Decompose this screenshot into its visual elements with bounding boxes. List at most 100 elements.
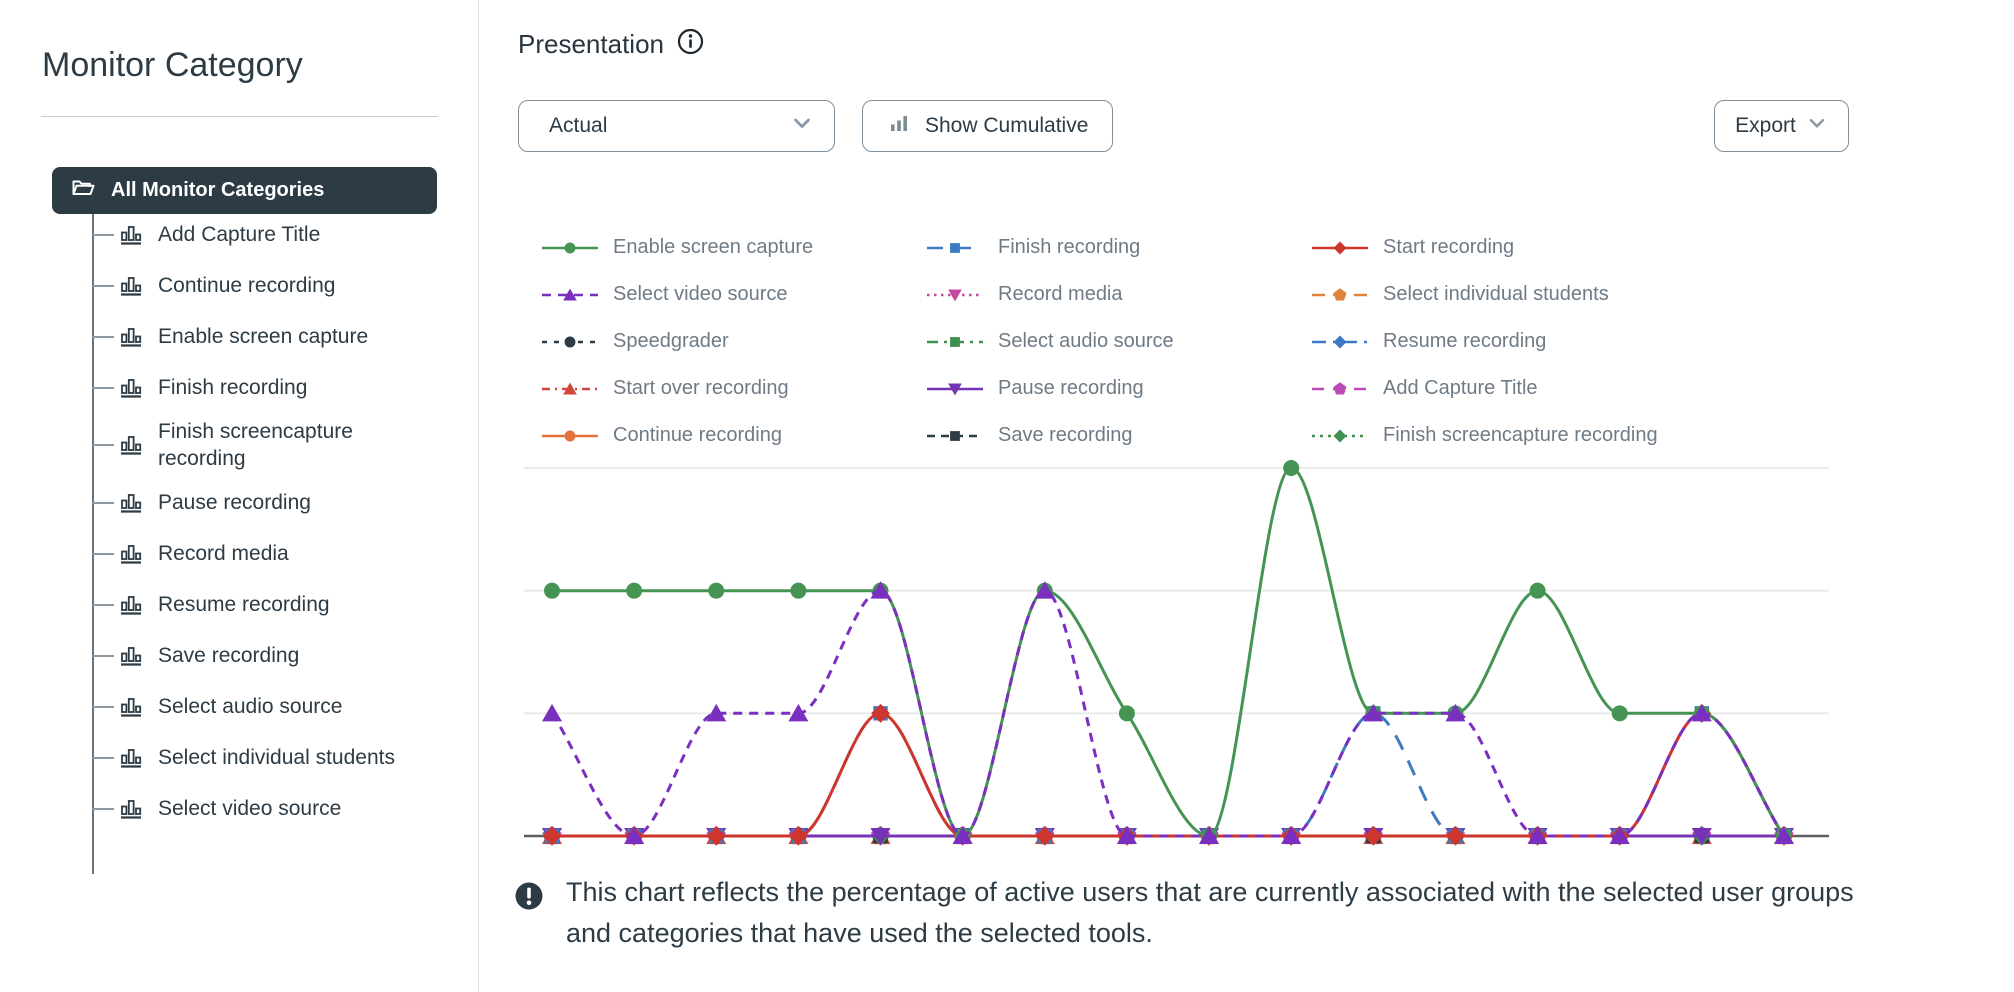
bar-chart-icon xyxy=(121,595,142,615)
category-label: Select audio source xyxy=(158,695,343,718)
bar-chart-icon xyxy=(887,111,911,141)
sidebar-title: Monitor Category xyxy=(42,46,303,84)
category-label: Add Capture Title xyxy=(158,223,321,246)
usage-line-chart xyxy=(479,440,2014,870)
category-label: Pause recording xyxy=(158,491,311,514)
legend-marker-square-icon xyxy=(927,336,983,347)
main-content: Presentation Actual Show Cumulative xyxy=(478,0,2014,992)
legend-marker-diamond-icon xyxy=(1312,241,1368,254)
bar-chart-icon xyxy=(121,225,142,245)
sidebar-item-enable-screen-capture[interactable]: Enable screen capture xyxy=(92,316,438,357)
legend-marker-triangle-up-icon xyxy=(542,288,598,300)
note-text: This chart reflects the percentage of ac… xyxy=(566,877,1854,948)
legend-label: Select individual students xyxy=(1383,283,1609,305)
show-cumulative-label: Show Cumulative xyxy=(925,114,1089,137)
sidebar-item-finish-screencapture-recording[interactable]: Finish screencapture recording xyxy=(92,418,438,472)
legend-marker-circle-icon xyxy=(542,336,598,347)
sidebar-item-all-monitor-categories[interactable]: All Monitor Categories xyxy=(52,167,437,214)
category-tree: Add Capture Title Continue recording Ena… xyxy=(92,214,438,874)
legend-item-continue-recording[interactable]: Continue recording xyxy=(541,412,926,459)
bar-chart-icon xyxy=(121,646,142,666)
monitor-category-panel: Monitor Category All Monitor Categories … xyxy=(0,0,478,992)
legend-item-select-individual-students[interactable]: Select individual students xyxy=(1311,271,1658,318)
legend-marker-triangle-up-icon xyxy=(542,382,598,394)
legend-item-start-recording[interactable]: Start recording xyxy=(1311,224,1658,271)
legend-item-start-over-recording[interactable]: Start over recording xyxy=(541,365,926,412)
page-title: Presentation xyxy=(518,28,664,59)
legend-label: Add Capture Title xyxy=(1383,377,1538,399)
legend-item-pause-recording[interactable]: Pause recording xyxy=(926,365,1311,412)
bar-chart-icon xyxy=(121,327,142,347)
legend-item-enable-screen-capture[interactable]: Enable screen capture xyxy=(541,224,926,271)
sidebar-item-select-video-source[interactable]: Select video source xyxy=(92,788,438,829)
legend-marker-pentagon-icon xyxy=(1312,381,1368,395)
legend-item-finish-screencapture-recording[interactable]: Finish screencapture recording xyxy=(1311,412,1658,459)
root-category-label: All Monitor Categories xyxy=(111,179,325,201)
category-label: Save recording xyxy=(158,644,300,667)
sidebar-item-save-recording[interactable]: Save recording xyxy=(92,635,438,676)
export-label: Export xyxy=(1735,114,1796,137)
legend-item-select-audio-source[interactable]: Select audio source xyxy=(926,318,1311,365)
chart-canvas xyxy=(524,459,1829,846)
sidebar-item-record-media[interactable]: Record media xyxy=(92,533,438,574)
bar-chart-icon xyxy=(121,276,142,296)
category-label: Continue recording xyxy=(158,274,336,297)
legend-marker-triangle-down-icon xyxy=(927,383,983,395)
chevron-down-icon xyxy=(790,111,814,141)
sidebar-item-pause-recording[interactable]: Pause recording xyxy=(92,482,438,523)
legend-label: Finish screencapture recording xyxy=(1383,424,1658,446)
bar-chart-icon xyxy=(121,378,142,398)
legend-item-finish-recording[interactable]: Finish recording xyxy=(926,224,1311,271)
sidebar-item-resume-recording[interactable]: Resume recording xyxy=(92,584,438,625)
bar-chart-icon xyxy=(121,493,142,513)
category-label: Record media xyxy=(158,542,289,565)
legend-marker-circle-icon xyxy=(542,430,598,441)
category-label: Enable screen capture xyxy=(158,325,369,348)
legend-item-resume-recording[interactable]: Resume recording xyxy=(1311,318,1658,365)
legend-label: Enable screen capture xyxy=(613,236,814,258)
legend-item-record-media[interactable]: Record media xyxy=(926,271,1311,318)
sidebar-item-select-audio-source[interactable]: Select audio source xyxy=(92,686,438,727)
legend-label: Finish recording xyxy=(998,236,1141,258)
legend-marker-pentagon-icon xyxy=(1312,287,1368,301)
category-label: Finish recording xyxy=(158,376,308,399)
category-label: Finish screencapture recording xyxy=(158,420,353,470)
legend-marker-square-icon xyxy=(927,430,983,441)
legend-label: Continue recording xyxy=(613,424,782,446)
sidebar-item-select-individual-students[interactable]: Select individual students xyxy=(92,737,438,778)
legend-item-speedgrader[interactable]: Speedgrader xyxy=(541,318,926,365)
legend-marker-triangle-down-icon xyxy=(927,289,983,301)
page-head: Presentation xyxy=(518,28,704,60)
export-button[interactable]: Export xyxy=(1714,100,1849,152)
folder-icon xyxy=(70,175,96,206)
legend-label: Resume recording xyxy=(1383,330,1547,352)
sidebar-item-continue-recording[interactable]: Continue recording xyxy=(92,265,438,306)
legend-item-add-capture-title[interactable]: Add Capture Title xyxy=(1311,365,1658,412)
bar-chart-icon xyxy=(121,799,142,819)
bar-chart-icon xyxy=(121,748,142,768)
legend-label: Speedgrader xyxy=(613,330,729,352)
legend-label: Save recording xyxy=(998,424,1133,446)
bar-chart-icon xyxy=(121,436,142,455)
info-icon[interactable] xyxy=(677,28,704,60)
chart-legend: Enable screen capture Finish recording S… xyxy=(541,224,1658,459)
chevron-down-icon xyxy=(1806,112,1828,140)
category-label: Select individual students xyxy=(158,746,395,769)
legend-item-select-video-source[interactable]: Select video source xyxy=(541,271,926,318)
category-label: Select video source xyxy=(158,797,342,820)
legend-marker-diamond-icon xyxy=(1312,335,1368,348)
sidebar-item-finish-recording[interactable]: Finish recording xyxy=(92,367,438,408)
view-dropdown-value: Actual xyxy=(549,114,608,137)
legend-item-save-recording[interactable]: Save recording xyxy=(926,412,1311,459)
legend-label: Start over recording xyxy=(613,377,789,399)
sidebar-item-add-capture-title[interactable]: Add Capture Title xyxy=(92,214,438,255)
sidebar-title-divider xyxy=(41,116,438,117)
legend-marker-square-icon xyxy=(927,242,983,253)
legend-label: Select audio source xyxy=(998,330,1174,352)
view-dropdown[interactable]: Actual xyxy=(518,100,835,152)
legend-marker-circle-icon xyxy=(542,242,598,253)
show-cumulative-button[interactable]: Show Cumulative xyxy=(862,100,1114,152)
exclamation-icon xyxy=(515,882,543,910)
legend-label: Start recording xyxy=(1383,236,1515,258)
legend-label: Record media xyxy=(998,283,1123,305)
